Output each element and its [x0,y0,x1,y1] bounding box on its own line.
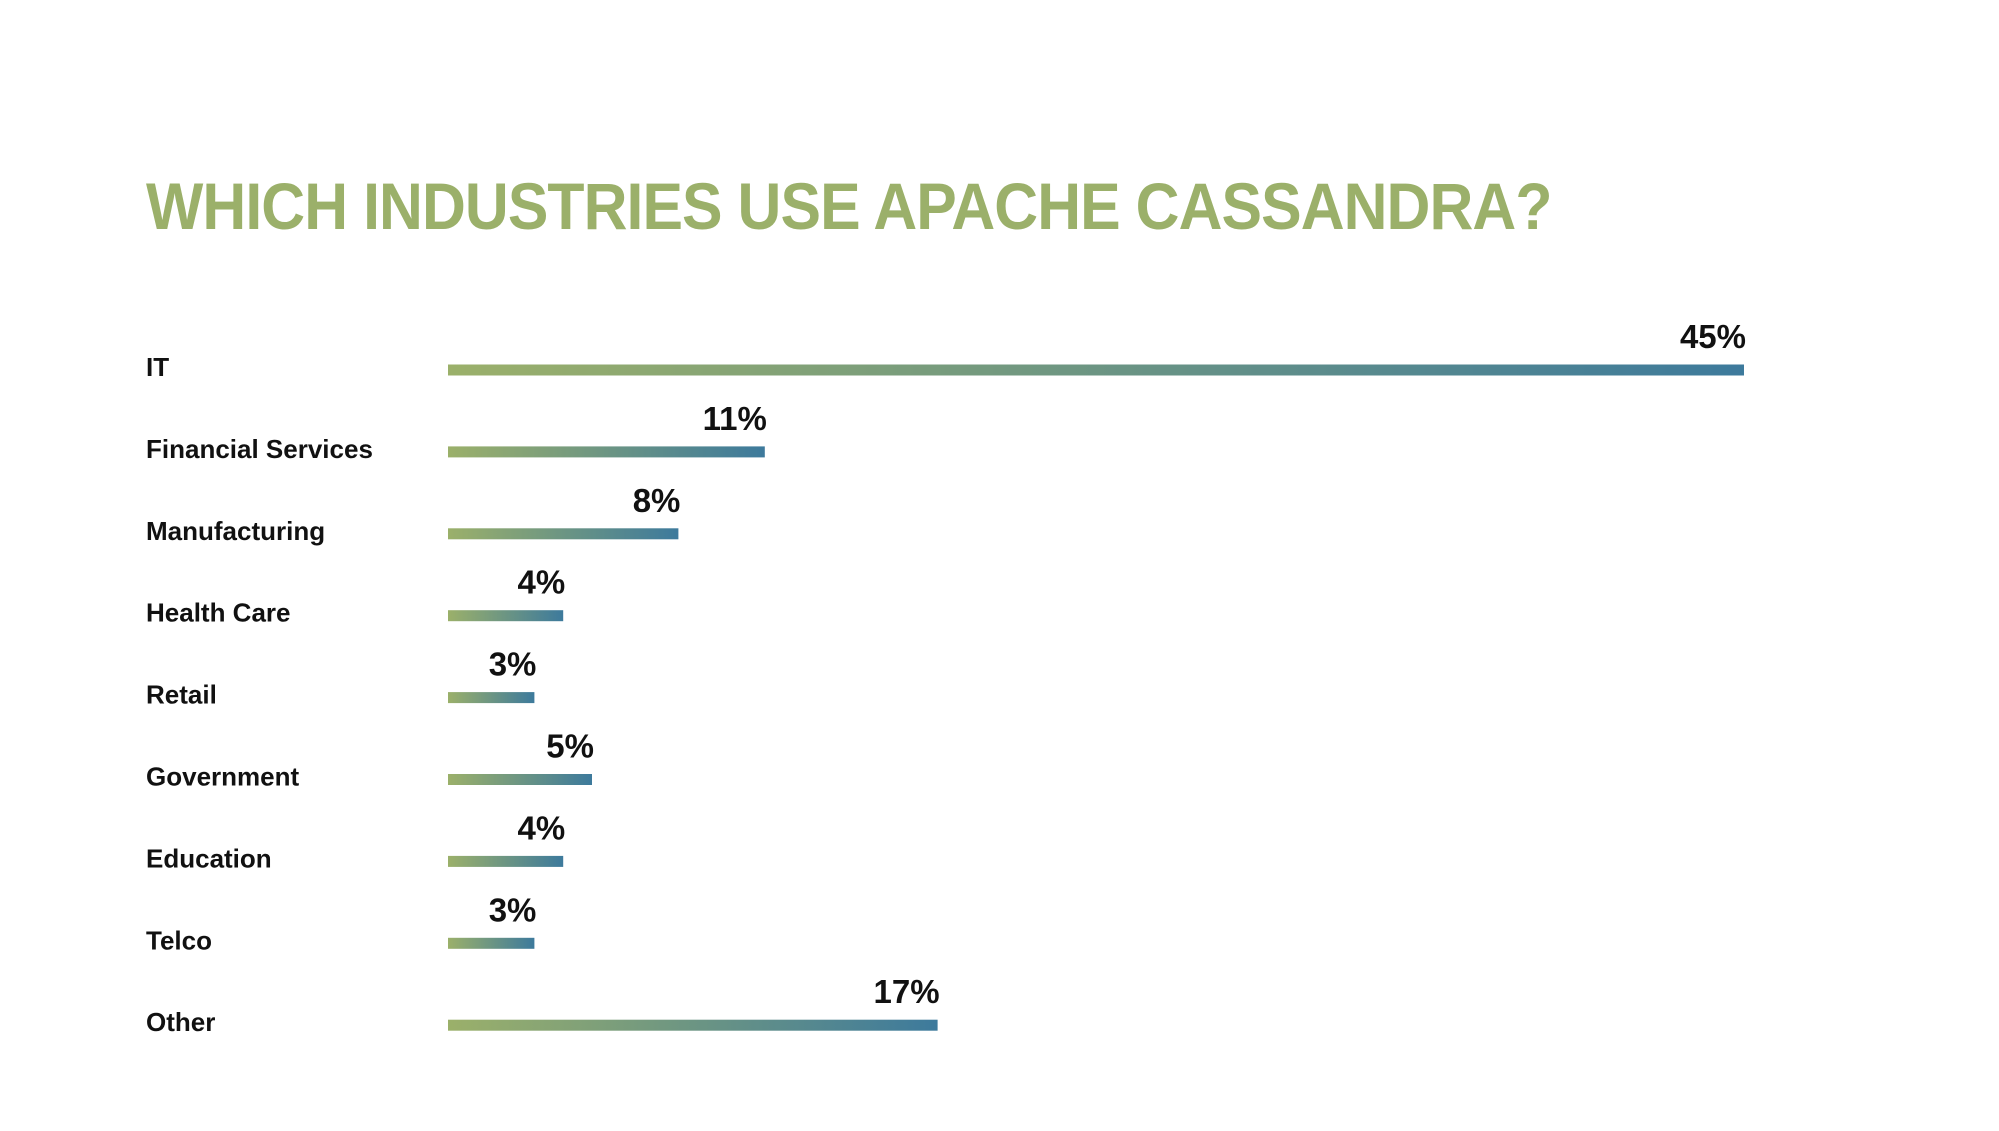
bar [448,1019,938,1031]
category-label: Financial Services [146,434,373,464]
data-label: 5% [546,728,594,765]
bar [448,774,592,785]
bars-layer: IT 45% Financial Services 11% Manufacturing 8… [146,318,1746,1037]
bar [448,855,564,867]
chart-title: WHICH INDUSTRIES USE APACHE CASSANDRA? [146,169,1552,243]
category-label: Health Care [146,598,291,628]
bar [448,610,564,622]
bar [448,937,535,949]
data-label: 8% [633,482,681,519]
category-label: Manufacturing [146,516,325,546]
bar [448,692,535,704]
data-label: 17% [874,973,940,1010]
data-label: 4% [517,564,565,601]
category-label: Retail [146,680,217,710]
data-label: 3% [489,646,537,683]
data-label: 4% [517,809,565,846]
data-label: 11% [703,400,767,437]
category-label: Telco [146,925,212,955]
category-label: Other [146,1007,215,1037]
category-label: Government [146,762,299,792]
data-label: 45% [1680,318,1746,355]
category-label: Education [146,843,272,873]
bar [448,364,1744,376]
bar [448,446,765,458]
bar [448,528,679,540]
category-label: IT [146,352,169,382]
data-label: 3% [489,891,537,928]
